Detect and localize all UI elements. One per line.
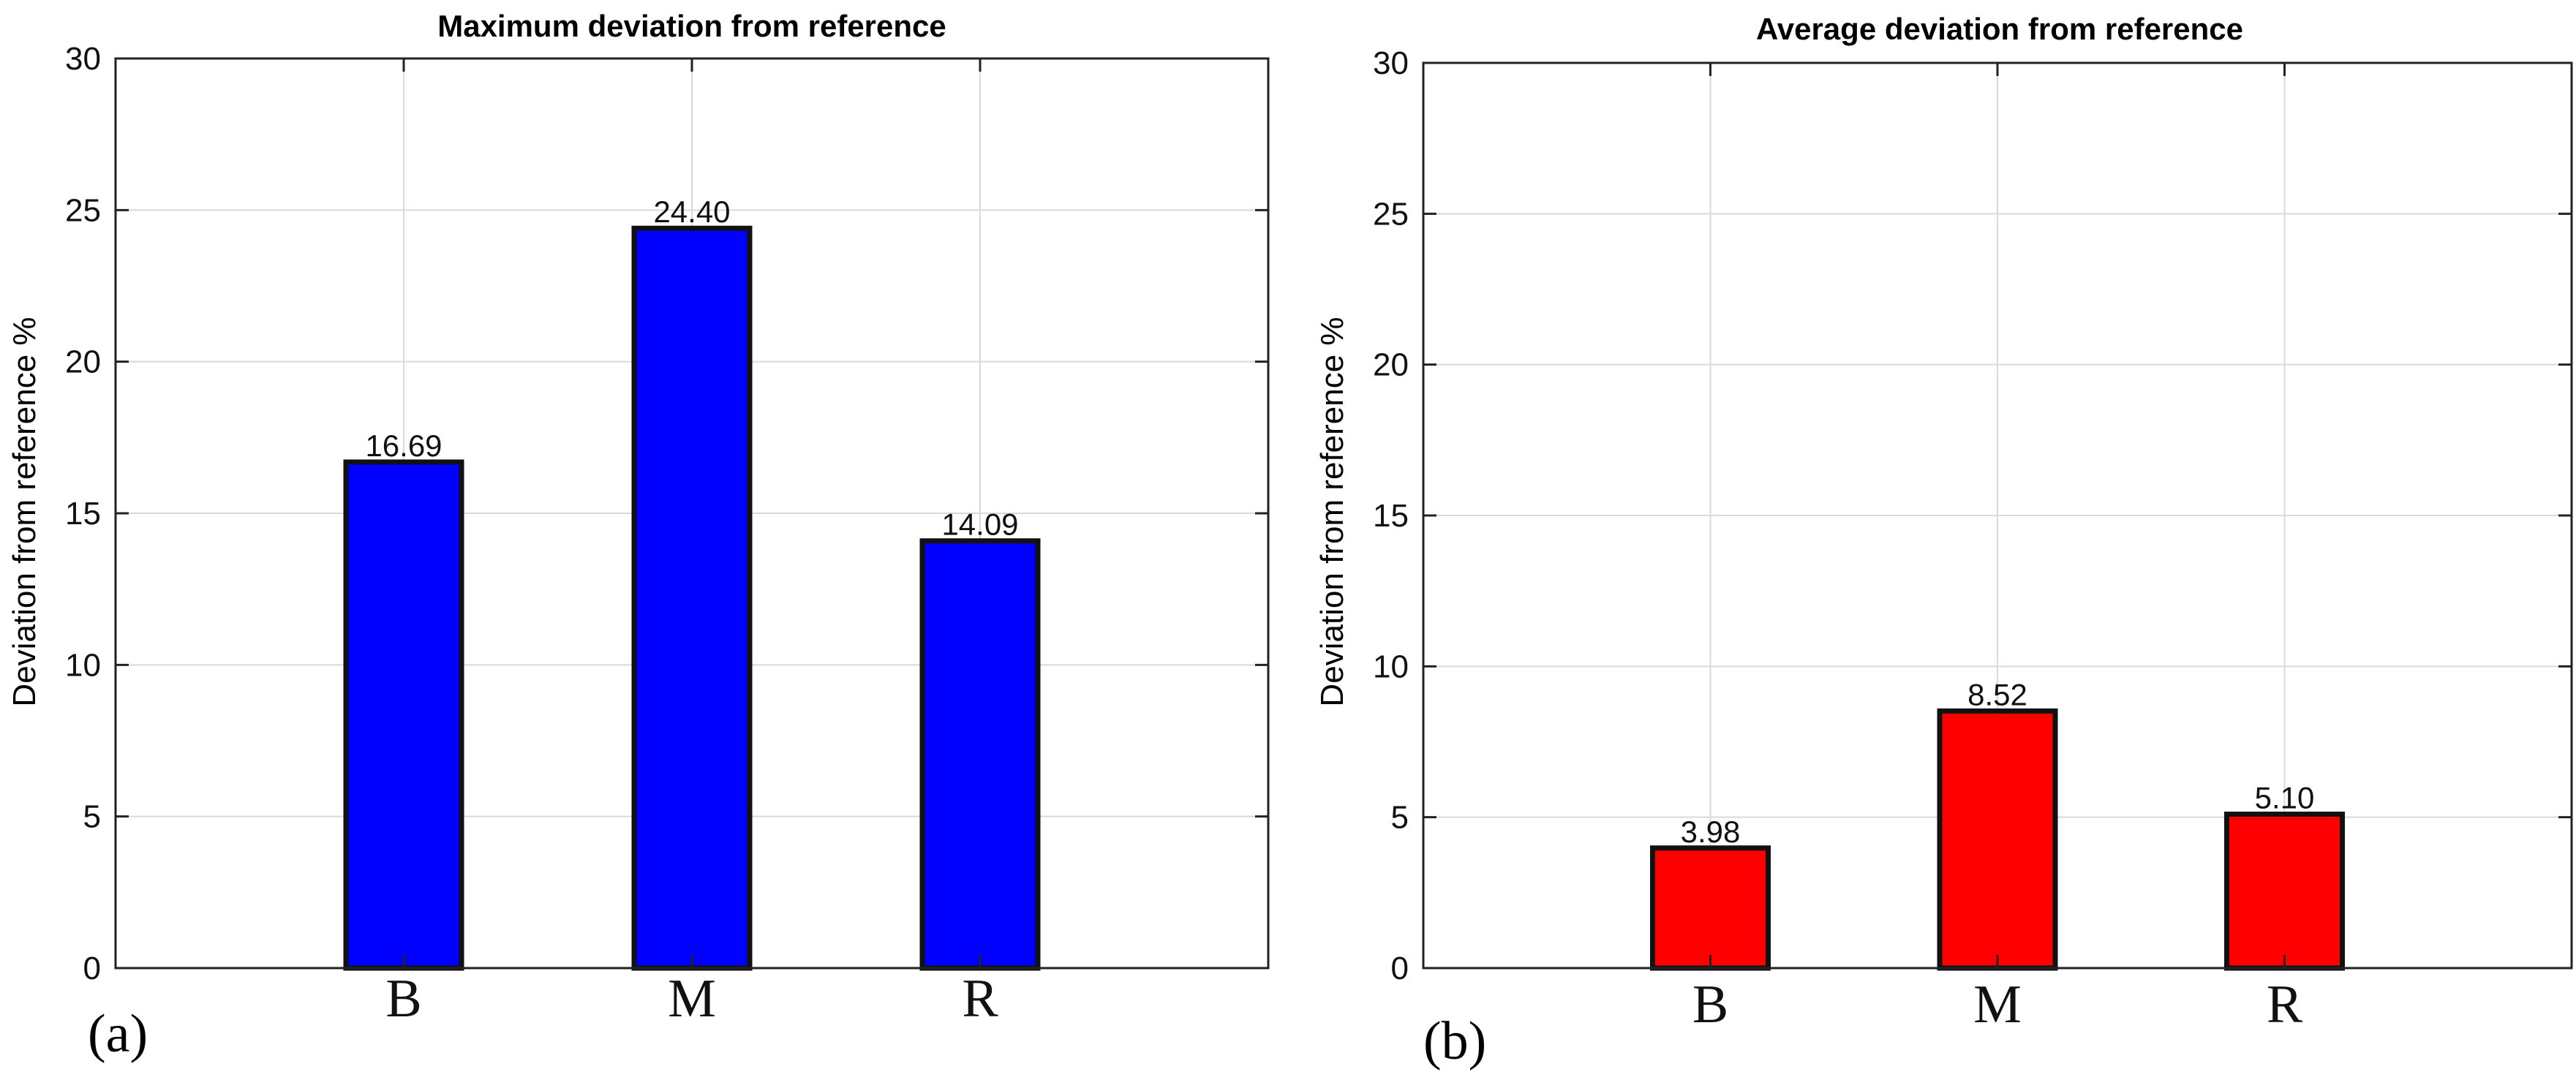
- bars: 16.69 24.40 14.09: [343, 194, 1041, 971]
- y-tick-label: 25: [1373, 196, 1409, 232]
- y-tick-label: 20: [1373, 347, 1409, 383]
- y-tick-label: 30: [1373, 45, 1409, 81]
- x-tick-label: B: [385, 969, 421, 1029]
- y-axis-label: Deviation from reference %: [1314, 317, 1350, 706]
- y-tick-label: 20: [65, 344, 101, 380]
- y-tick-label: 15: [1373, 498, 1409, 534]
- x-tick-label: B: [1692, 975, 1728, 1035]
- chart-title: Average deviation from reference: [1756, 12, 2243, 46]
- bar-value-label: 5.10: [2255, 781, 2315, 815]
- axis-ticks: 0 5 10 15 20 25 30 B M R: [1373, 45, 2572, 1035]
- y-tick-label: 0: [1391, 951, 1409, 986]
- bars: 3.98 8.52 5.10: [1650, 677, 2345, 971]
- bar-b: [343, 459, 464, 971]
- x-tick-label: M: [668, 969, 716, 1029]
- bar-m: [631, 225, 753, 971]
- bar-m: [1937, 708, 2058, 971]
- bar-r: [2224, 812, 2345, 971]
- axis-ticks: 0 5 10 15 20 25 30 B M R: [65, 41, 1268, 1029]
- x-tick-label: M: [1973, 975, 2022, 1035]
- y-tick-label: 15: [65, 496, 101, 532]
- panel-label: (a): [88, 1004, 148, 1064]
- y-tick-label: 5: [1391, 800, 1409, 836]
- bar-value-label: 14.09: [941, 507, 1018, 542]
- y-tick-label: 0: [83, 951, 101, 986]
- y-tick-label: 25: [65, 192, 101, 228]
- bar-value-label: 16.69: [365, 428, 442, 463]
- panel-label: (b): [1423, 1011, 1486, 1071]
- bar-value-label: 8.52: [1967, 677, 2027, 711]
- panel-a-max-deviation-chart: Maximum deviation from reference Deviati…: [7, 9, 1270, 1064]
- y-tick-label: 5: [83, 799, 101, 835]
- panel-b-average-deviation-chart: Average deviation from reference Deviati…: [1314, 12, 2573, 1071]
- x-tick-label: R: [2267, 975, 2303, 1035]
- y-tick-label: 10: [1373, 649, 1409, 684]
- bar-b: [1650, 845, 1771, 971]
- chart-title: Maximum deviation from reference: [437, 9, 946, 43]
- y-axis-label: Deviation from reference %: [7, 317, 42, 706]
- bar-value-label: 24.40: [653, 194, 730, 229]
- bar-value-label: 3.98: [1681, 815, 1741, 849]
- bar-r: [919, 538, 1041, 971]
- y-tick-label: 10: [65, 647, 101, 683]
- x-tick-label: R: [962, 969, 998, 1029]
- y-tick-label: 30: [65, 41, 101, 77]
